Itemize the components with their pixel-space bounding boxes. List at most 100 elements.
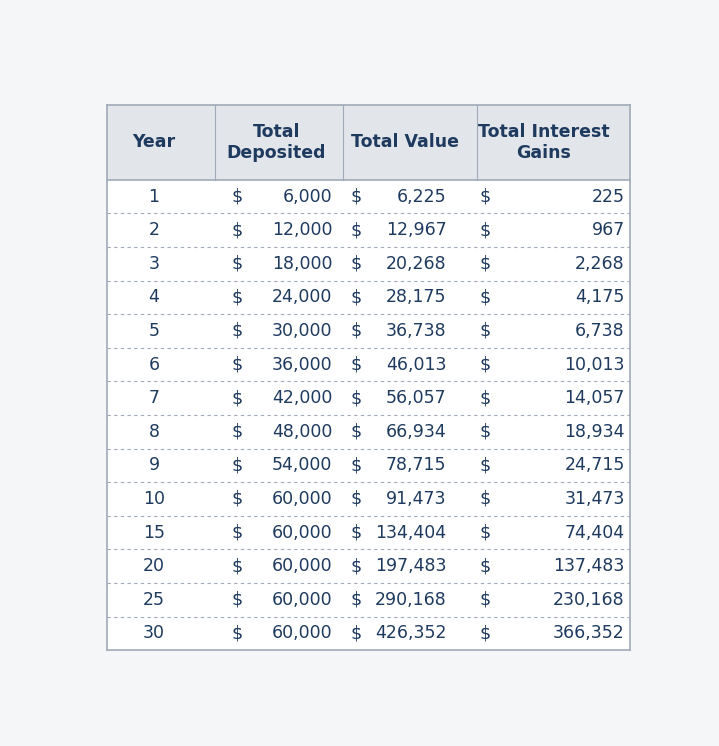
Text: $: $ (351, 591, 362, 609)
Bar (106, 616, 631, 651)
Bar (106, 213, 631, 247)
Text: 4: 4 (149, 288, 160, 307)
Bar (106, 515, 631, 549)
Text: 36,000: 36,000 (272, 356, 332, 374)
Text: $: $ (351, 254, 362, 273)
Bar (106, 482, 631, 515)
Text: $: $ (232, 356, 243, 374)
Text: $: $ (351, 389, 362, 407)
Text: $: $ (480, 254, 491, 273)
Text: 28,175: 28,175 (386, 288, 446, 307)
Text: $: $ (480, 389, 491, 407)
Text: $: $ (480, 490, 491, 508)
Bar (106, 105, 631, 180)
Text: 7: 7 (148, 389, 160, 407)
Text: $: $ (480, 356, 491, 374)
Text: 60,000: 60,000 (272, 591, 332, 609)
Text: $: $ (232, 389, 243, 407)
Text: 42,000: 42,000 (272, 389, 332, 407)
Text: $: $ (351, 490, 362, 508)
Text: 24,715: 24,715 (564, 457, 625, 474)
Text: 6: 6 (148, 356, 160, 374)
Text: $: $ (351, 288, 362, 307)
Text: $: $ (232, 254, 243, 273)
Text: 60,000: 60,000 (272, 490, 332, 508)
Text: 20,268: 20,268 (386, 254, 446, 273)
Text: 60,000: 60,000 (272, 557, 332, 575)
Text: 54,000: 54,000 (272, 457, 332, 474)
Text: 20: 20 (143, 557, 165, 575)
Bar (106, 180, 631, 213)
Text: 18,000: 18,000 (272, 254, 332, 273)
Text: 78,715: 78,715 (386, 457, 446, 474)
Text: 6,738: 6,738 (575, 322, 625, 340)
Bar (106, 348, 631, 381)
Text: $: $ (480, 187, 491, 205)
Text: 967: 967 (592, 221, 625, 239)
Text: 134,404: 134,404 (375, 524, 446, 542)
Text: 74,404: 74,404 (564, 524, 625, 542)
Bar (106, 247, 631, 280)
Text: Year: Year (132, 134, 175, 151)
Text: 9: 9 (148, 457, 160, 474)
Text: 366,352: 366,352 (553, 624, 625, 642)
Text: $: $ (232, 524, 243, 542)
Text: 2,268: 2,268 (575, 254, 625, 273)
Text: 5: 5 (148, 322, 160, 340)
Text: 30: 30 (143, 624, 165, 642)
Text: 10,013: 10,013 (564, 356, 625, 374)
Text: 18,934: 18,934 (564, 423, 625, 441)
Text: Total Value: Total Value (351, 134, 459, 151)
Text: 10: 10 (143, 490, 165, 508)
Text: 6,000: 6,000 (283, 187, 332, 205)
Text: 290,168: 290,168 (375, 591, 446, 609)
Text: 30,000: 30,000 (272, 322, 332, 340)
Text: $: $ (480, 591, 491, 609)
Text: 197,483: 197,483 (375, 557, 446, 575)
Bar (106, 415, 631, 448)
Text: $: $ (480, 557, 491, 575)
Text: $: $ (351, 356, 362, 374)
Text: 2: 2 (148, 221, 160, 239)
Text: $: $ (351, 624, 362, 642)
Bar (106, 314, 631, 348)
Text: $: $ (480, 322, 491, 340)
Text: $: $ (480, 624, 491, 642)
Bar (106, 280, 631, 314)
Text: $: $ (480, 221, 491, 239)
Text: $: $ (480, 457, 491, 474)
Text: 8: 8 (148, 423, 160, 441)
Text: 137,483: 137,483 (554, 557, 625, 575)
Text: 15: 15 (143, 524, 165, 542)
Text: 230,168: 230,168 (553, 591, 625, 609)
Text: $: $ (232, 288, 243, 307)
Text: $: $ (232, 457, 243, 474)
Text: 60,000: 60,000 (272, 524, 332, 542)
Text: $: $ (480, 288, 491, 307)
Bar (106, 448, 631, 482)
Text: $: $ (351, 221, 362, 239)
Text: $: $ (232, 221, 243, 239)
Text: 12,967: 12,967 (386, 221, 446, 239)
Text: 60,000: 60,000 (272, 624, 332, 642)
Text: $: $ (232, 624, 243, 642)
Text: $: $ (232, 187, 243, 205)
Text: $: $ (480, 524, 491, 542)
Text: 66,934: 66,934 (386, 423, 446, 441)
Text: 12,000: 12,000 (272, 221, 332, 239)
Text: 6,225: 6,225 (397, 187, 446, 205)
Text: 225: 225 (592, 187, 625, 205)
Text: 31,473: 31,473 (564, 490, 625, 508)
Text: $: $ (232, 557, 243, 575)
Text: 91,473: 91,473 (386, 490, 446, 508)
Text: $: $ (232, 591, 243, 609)
Bar (106, 381, 631, 415)
Text: 3: 3 (148, 254, 160, 273)
Text: 48,000: 48,000 (272, 423, 332, 441)
Text: $: $ (351, 187, 362, 205)
Text: $: $ (351, 423, 362, 441)
Text: $: $ (232, 322, 243, 340)
Bar (106, 583, 631, 616)
Text: 25: 25 (143, 591, 165, 609)
Text: 426,352: 426,352 (375, 624, 446, 642)
